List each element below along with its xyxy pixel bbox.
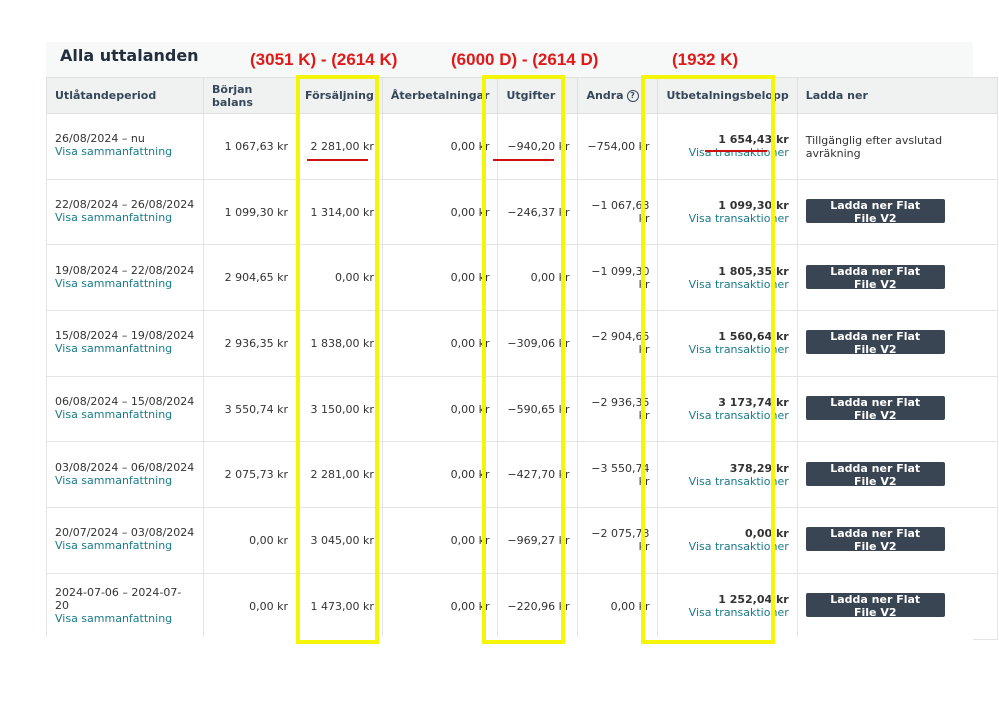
table-row: 2024-07-06 – 2024-07-20 Visa sammanfattni… (46, 572, 998, 640)
view-transactions-link[interactable]: Visa transaktioner (688, 606, 789, 620)
highlight-box-payout (641, 75, 775, 644)
view-transactions-link[interactable]: Visa transaktioner (688, 343, 789, 357)
download-flat-file-button[interactable]: Ladda ner Flat File V2 (805, 593, 945, 619)
statement-period: 06/08/2024 – 15/08/2024 (55, 395, 195, 409)
view-transactions-link[interactable]: Visa transaktioner (688, 277, 789, 291)
view-transactions-link[interactable]: Visa transaktioner (688, 540, 789, 554)
sales-amount: 2 281,00 kr (310, 468, 374, 482)
expenses-amount: −246,37 kr (507, 205, 570, 219)
payout-amount: 0,00 kr (745, 527, 789, 541)
column-header-label: Andra (586, 89, 624, 102)
statement-period: 15/08/2024 – 19/08/2024 (55, 329, 195, 343)
view-transactions-link[interactable]: Visa transaktioner (688, 146, 789, 160)
statements-table: Utlåtandeperiod Början balans Försäljning Å… (46, 77, 998, 640)
refunds-amount: 0,00 kr (450, 336, 490, 350)
download-flat-file-button[interactable]: Ladda ner Flat File V2 (805, 396, 945, 422)
sales-amount: 3 045,00 kr (310, 533, 374, 547)
expenses-amount: −220,96 kr (507, 599, 570, 613)
sales-amount: 0,00 kr (334, 271, 374, 285)
statement-period: 03/08/2024 – 06/08/2024 (55, 460, 195, 474)
other-amount: 0,00 kr (610, 599, 650, 613)
download-flat-file-button[interactable]: Ladda ner Flat File V2 (805, 461, 945, 488)
column-header-label: Utgifter (506, 89, 556, 102)
expenses-amount: −427,70 kr (507, 468, 570, 482)
column-header: Ladda ner (796, 77, 998, 114)
view-summary-link[interactable]: Visa sammanfattning (55, 473, 173, 487)
download-flat-file-button[interactable]: Ladda ner Flat File V2 (805, 199, 945, 225)
table-row: 03/08/2024 – 06/08/2024 Visa sammanfattni… (46, 441, 998, 509)
download-flat-file-button[interactable]: Ladda ner Flat File V2 (805, 527, 945, 553)
refunds-amount: 0,00 kr (450, 205, 490, 219)
annotation-expenses: (6000 D) - (2614 D) (451, 50, 599, 69)
view-transactions-link[interactable]: Visa transaktioner (688, 409, 789, 423)
view-summary-link[interactable]: Visa sammanfattning (55, 408, 173, 422)
table-row: 26/08/2024 – nu Visa sammanfattning 1 067,… (46, 113, 998, 180)
table-row: 22/08/2024 – 26/08/2024 Visa sammanfattni… (46, 178, 998, 246)
highlight-box-expenses (482, 75, 565, 644)
refunds-amount: 0,00 kr (450, 599, 490, 613)
sales-amount: 1 473,00 kr (310, 599, 374, 613)
download-flat-file-button[interactable]: Ladda ner Flat File V2 (805, 330, 945, 356)
view-summary-link[interactable]: Visa sammanfattning (55, 211, 173, 225)
view-transactions-link[interactable]: Visa transaktioner (688, 474, 789, 488)
refunds-amount: 0,00 kr (450, 402, 490, 416)
column-header-label: Utlåtandeperiod (55, 89, 157, 102)
column-header: Utlåtandeperiod (46, 77, 204, 114)
column-header: Försäljning (296, 77, 383, 114)
sales-amount: 2 281,00 kr (310, 139, 374, 153)
download-status: Tillgänglig efter avslutad avräkning (805, 134, 943, 160)
beginning-balance: 2 904,65 kr (224, 271, 288, 285)
view-summary-link[interactable]: Visa sammanfattning (55, 611, 173, 625)
underline-expenses (493, 159, 554, 161)
expenses-amount: 0,00 kr (530, 271, 570, 285)
beginning-balance: 3 550,74 kr (224, 402, 288, 416)
annotation-payout: (1932 K) (672, 50, 739, 69)
table-row: 20/07/2024 – 03/08/2024 Visa sammanfattni… (46, 507, 998, 574)
help-icon[interactable]: ? (626, 90, 639, 102)
beginning-balance: 0,00 kr (249, 533, 288, 547)
other-amount: −754,00 kr (587, 139, 650, 153)
view-summary-link[interactable]: Visa sammanfattning (55, 539, 173, 553)
table-header: Utlåtandeperiod Början balans Försäljning Å… (46, 77, 998, 114)
view-summary-link[interactable]: Visa sammanfattning (55, 342, 173, 356)
statement-period: 19/08/2024 – 22/08/2024 (55, 263, 195, 277)
annotation-sales: (3051 K) - (2614 K) (250, 50, 398, 69)
refunds-amount: 0,00 kr (450, 271, 490, 285)
statement-period: 22/08/2024 – 26/08/2024 (55, 198, 195, 212)
refunds-amount: 0,00 kr (450, 468, 490, 482)
beginning-balance: 2 075,73 kr (224, 468, 288, 482)
statement-period: 20/07/2024 – 03/08/2024 (55, 526, 195, 540)
highlight-box-sales (296, 75, 379, 644)
column-header-label: Början balans (212, 82, 253, 109)
statement-period: 26/08/2024 – nu (55, 132, 145, 146)
view-summary-link[interactable]: Visa sammanfattning (55, 145, 173, 159)
beginning-balance: 1 099,30 kr (224, 205, 288, 219)
statement-period: 2024-07-06 – 2024-07-20 (55, 585, 182, 612)
beginning-balance: 2 936,35 kr (224, 336, 288, 350)
sales-amount: 1 314,00 kr (310, 205, 374, 219)
download-flat-file-button[interactable]: Ladda ner Flat File V2 (805, 264, 945, 291)
expenses-amount: −940,20 kr (507, 139, 570, 153)
column-header: Återbetalningar (381, 77, 499, 114)
statements-header: Alla uttalanden (46, 42, 973, 78)
refunds-amount: 0,00 kr (450, 533, 490, 547)
underline-sales (307, 159, 368, 161)
column-header-label: Återbetalningar (390, 89, 490, 102)
underline-payout (705, 150, 767, 152)
beginning-balance: 0,00 kr (249, 599, 288, 613)
view-summary-link[interactable]: Visa sammanfattning (55, 276, 173, 290)
refunds-amount: 0,00 kr (450, 139, 490, 153)
column-header-label: Ladda ner (805, 89, 868, 102)
page-title: Alla uttalanden (60, 46, 199, 65)
expenses-amount: −969,27 kr (507, 533, 570, 547)
beginning-balance: 1 067,63 kr (224, 139, 288, 153)
view-transactions-link[interactable]: Visa transaktioner (688, 212, 789, 226)
sales-amount: 1 838,00 kr (310, 336, 374, 350)
column-header: Början balans (203, 77, 297, 114)
column-header-label: Utbetalningsbelopp (666, 89, 789, 102)
sales-amount: 3 150,00 kr (310, 402, 374, 416)
column-header-label: Försäljning (305, 89, 374, 102)
expenses-amount: −309,06 kr (507, 336, 570, 350)
expenses-amount: −590,65 kr (507, 402, 570, 416)
